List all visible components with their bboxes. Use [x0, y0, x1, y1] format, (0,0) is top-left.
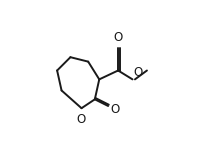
Text: O: O [113, 31, 123, 44]
Text: O: O [76, 113, 86, 126]
Text: O: O [110, 103, 120, 116]
Text: O: O [133, 66, 142, 79]
